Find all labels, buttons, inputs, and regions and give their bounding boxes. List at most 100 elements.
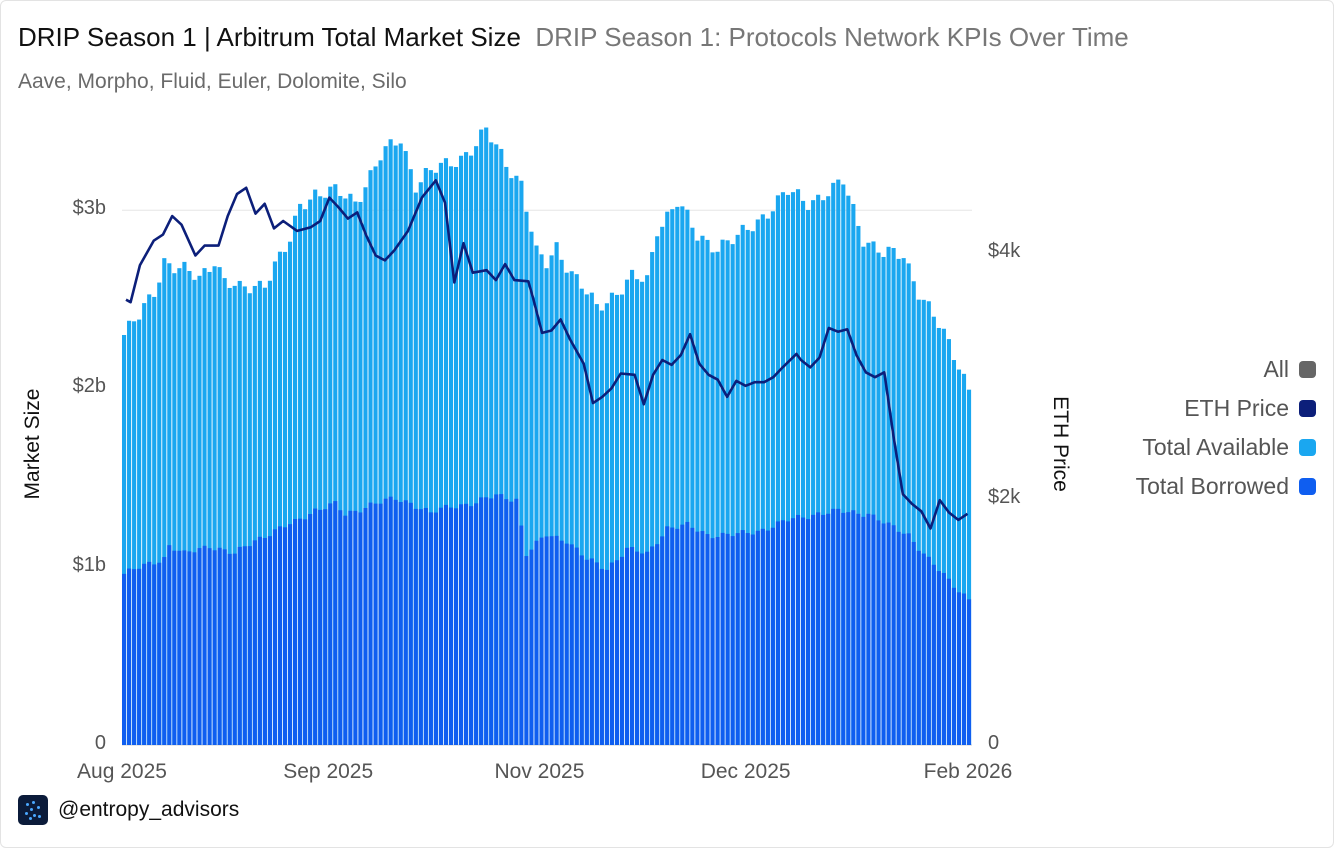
bar-total-available[interactable] <box>453 166 459 745</box>
bar-total-available[interactable] <box>383 146 388 745</box>
bar-total-borrowed[interactable] <box>368 502 373 745</box>
bar-total-available[interactable] <box>936 327 941 745</box>
bar-total-borrowed[interactable] <box>212 550 217 745</box>
bar-total-borrowed[interactable] <box>484 497 489 745</box>
bar-total-borrowed[interactable] <box>539 537 544 745</box>
bar-total-borrowed[interactable] <box>408 502 413 745</box>
bar-total-available[interactable] <box>343 198 348 745</box>
bar-total-available[interactable] <box>423 167 428 746</box>
bar-total-available[interactable] <box>705 239 710 745</box>
bar-total-available[interactable] <box>831 182 836 745</box>
bar-total-borrowed[interactable] <box>398 502 403 745</box>
bar-total-available[interactable] <box>237 280 242 745</box>
bar-total-borrowed[interactable] <box>690 527 695 745</box>
bar-total-borrowed[interactable] <box>650 546 655 745</box>
bar-total-available[interactable] <box>499 148 504 745</box>
bar-total-borrowed[interactable] <box>313 508 318 745</box>
bar-total-available[interactable] <box>775 195 780 746</box>
bar-total-borrowed[interactable] <box>524 556 529 745</box>
bar-total-available[interactable] <box>418 182 423 746</box>
bar-total-available[interactable] <box>645 275 650 745</box>
bar-total-borrowed[interactable] <box>308 514 313 745</box>
bar-total-borrowed[interactable] <box>499 494 504 745</box>
bar-total-borrowed[interactable] <box>142 563 147 745</box>
bar-total-borrowed[interactable] <box>730 536 735 745</box>
bar-total-borrowed[interactable] <box>529 549 534 745</box>
bar-total-available[interactable] <box>147 294 152 745</box>
bar-total-borrowed[interactable] <box>775 521 780 745</box>
bar-total-available[interactable] <box>504 166 509 745</box>
bar-total-borrowed[interactable] <box>735 533 740 745</box>
bar-total-borrowed[interactable] <box>162 557 167 745</box>
bar-total-borrowed[interactable] <box>836 508 841 745</box>
bar-total-available[interactable] <box>388 139 393 745</box>
bar-total-available[interactable] <box>197 275 202 745</box>
bar-total-borrowed[interactable] <box>780 520 786 745</box>
bar-total-available[interactable] <box>604 303 609 745</box>
bar-total-borrowed[interactable] <box>237 546 242 745</box>
bar-total-borrowed[interactable] <box>504 499 509 745</box>
bar-total-available[interactable] <box>242 286 247 745</box>
bar-total-available[interactable] <box>328 186 333 745</box>
bar-total-borrowed[interactable] <box>177 550 182 745</box>
bar-total-borrowed[interactable] <box>806 519 811 745</box>
bar-total-borrowed[interactable] <box>298 518 303 745</box>
bar-total-available[interactable] <box>227 287 232 745</box>
bar-total-available[interactable] <box>293 215 298 745</box>
bar-total-available[interactable] <box>408 169 413 745</box>
bar-total-available[interactable] <box>730 244 735 745</box>
bar-total-available[interactable] <box>956 369 962 745</box>
bar-total-borrowed[interactable] <box>519 525 524 745</box>
bar-total-available[interactable] <box>433 172 438 745</box>
bar-total-borrowed[interactable] <box>333 501 338 745</box>
bar-total-available[interactable] <box>489 142 494 745</box>
bar-total-available[interactable] <box>182 261 187 745</box>
legend-item-total-available[interactable]: Total Available <box>1136 428 1316 467</box>
eth-price-line[interactable] <box>125 179 969 530</box>
bar-total-borrowed[interactable] <box>272 529 278 745</box>
bar-total-borrowed[interactable] <box>790 518 796 745</box>
bar-total-borrowed[interactable] <box>127 568 132 745</box>
bar-total-available[interactable] <box>806 209 811 746</box>
bar-total-borrowed[interactable] <box>655 544 660 745</box>
bar-total-available[interactable] <box>509 178 514 745</box>
bar-total-available[interactable] <box>821 200 826 745</box>
bar-total-borrowed[interactable] <box>961 593 967 745</box>
author-handle[interactable]: @entropy_advisors <box>58 798 240 821</box>
bar-total-borrowed[interactable] <box>871 514 876 745</box>
bar-total-available[interactable] <box>811 200 816 746</box>
bar-total-borrowed[interactable] <box>479 497 484 745</box>
bar-total-available[interactable] <box>514 175 519 745</box>
bar-total-borrowed[interactable] <box>826 513 831 745</box>
bar-total-borrowed[interactable] <box>665 526 670 745</box>
bar-total-borrowed[interactable] <box>192 552 197 745</box>
bar-total-borrowed[interactable] <box>816 512 821 745</box>
bar-total-available[interactable] <box>740 224 745 745</box>
bar-total-available[interactable] <box>675 206 680 746</box>
bar-total-borrowed[interactable] <box>660 536 665 745</box>
bar-total-available[interactable] <box>800 200 806 746</box>
bar-total-borrowed[interactable] <box>886 522 891 745</box>
bar-total-available[interactable] <box>137 319 142 745</box>
bar-total-available[interactable] <box>494 144 499 745</box>
bar-total-borrowed[interactable] <box>856 513 861 745</box>
bar-total-available[interactable] <box>207 271 212 745</box>
bar-total-available[interactable] <box>629 269 635 745</box>
bar-total-available[interactable] <box>881 256 886 745</box>
bar-total-available[interactable] <box>931 316 936 745</box>
bar-total-available[interactable] <box>886 246 891 746</box>
bar-total-borrowed[interactable] <box>257 536 262 745</box>
bar-total-borrowed[interactable] <box>323 509 328 745</box>
bar-total-borrowed[interactable] <box>866 513 871 745</box>
bar-total-available[interactable] <box>921 299 926 745</box>
bar-total-available[interactable] <box>891 247 896 746</box>
bar-total-borrowed[interactable] <box>629 547 635 745</box>
bar-total-borrowed[interactable] <box>318 509 323 745</box>
bar-total-borrowed[interactable] <box>966 599 972 745</box>
bar-total-available[interactable] <box>318 196 323 745</box>
bar-total-borrowed[interactable] <box>217 547 222 745</box>
bar-total-borrowed[interactable] <box>227 553 232 745</box>
bar-total-borrowed[interactable] <box>846 512 851 745</box>
bar-total-available[interactable] <box>589 292 594 745</box>
bar-total-borrowed[interactable] <box>680 524 685 745</box>
